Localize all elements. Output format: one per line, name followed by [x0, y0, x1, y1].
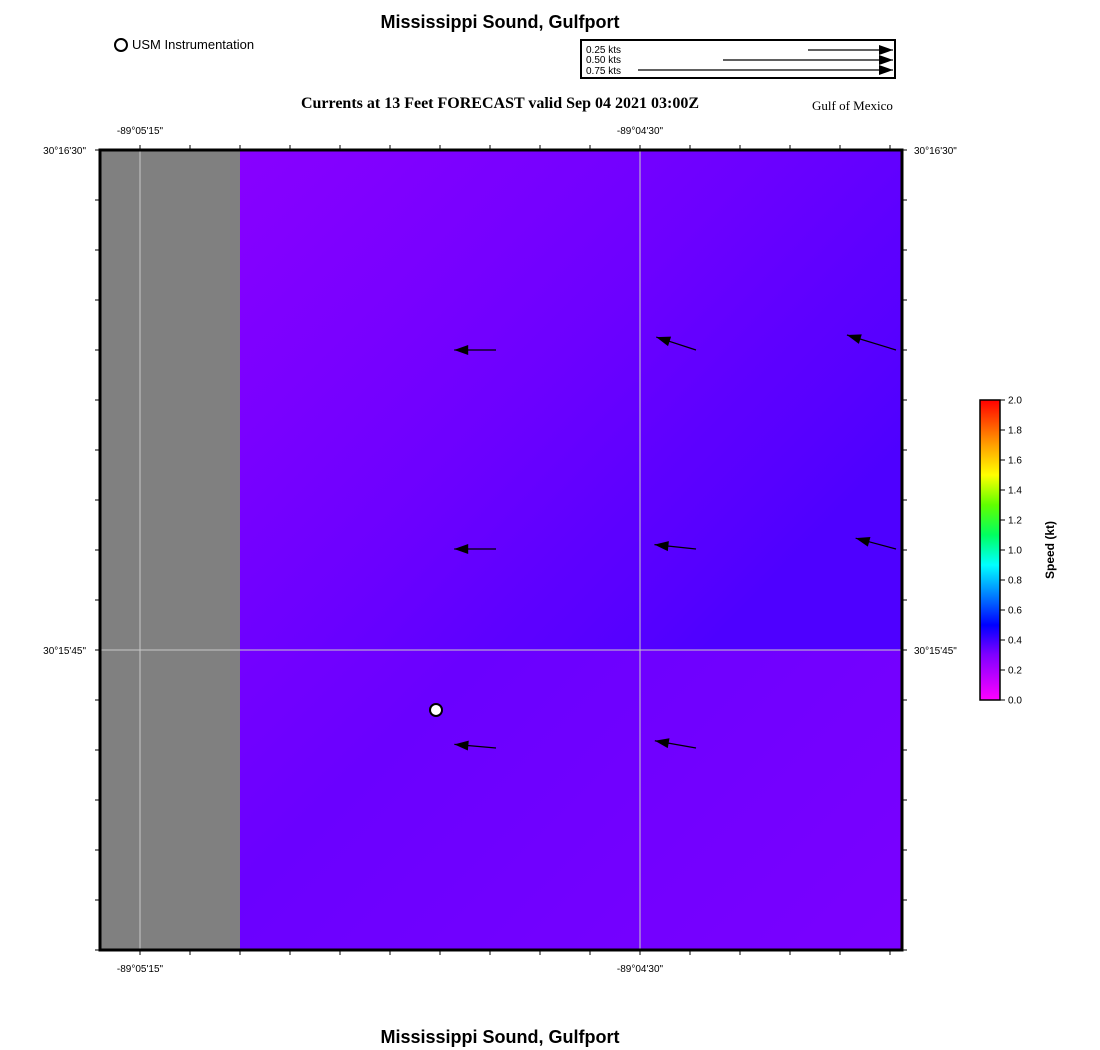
colorbar-tick-label: 0.6 — [1008, 606, 1022, 617]
current-vector-2 — [656, 336, 697, 351]
colorbar-tick-label: 1.2 — [1008, 516, 1022, 527]
colorbar-tick-label: 2.0 — [1008, 396, 1022, 407]
current-vector-8 — [654, 738, 697, 749]
instrument-legend: USM Instrumentation — [114, 37, 254, 52]
current-vector-1 — [454, 345, 496, 355]
land-area — [100, 150, 240, 950]
colorbar-tick-label: 0.2 — [1008, 666, 1022, 677]
lat-label-left-1: 30°16'30" — [43, 146, 86, 157]
colorbar-tick-label: 1.6 — [1008, 456, 1022, 467]
lon-label-top-1: -89°05'15" — [117, 126, 164, 137]
lon-label-bottom-2: -89°04'30" — [617, 964, 664, 975]
colorbar-tick-label: 0.8 — [1008, 576, 1022, 587]
colorbar-tick-label: 1.8 — [1008, 426, 1022, 437]
scale-arrow-2 — [723, 55, 893, 65]
current-vector-4 — [454, 544, 496, 554]
colorbar-tick-label: 1.0 — [1008, 546, 1022, 557]
colorbar-tick-label: 0.4 — [1008, 636, 1022, 647]
map-frame — [98, 148, 904, 952]
map-title: Mississippi Sound, Gulfport — [380, 12, 620, 32]
map-title-footer: Mississippi Sound, Gulfport — [380, 1027, 620, 1047]
colorbar-tick-label: 1.4 — [1008, 486, 1022, 497]
colorbar-title: Speed (kt) — [1043, 521, 1057, 579]
instrument-legend-label: USM Instrumentation — [132, 37, 255, 52]
region-label: Gulf of Mexico — [812, 98, 893, 113]
colorbar-ticks: 0.0 0.2 0.4 0.6 0.8 1.0 1.2 1.4 1.6 1.8 2.0 — [1000, 396, 1022, 707]
forecast-subtitle: Currents at 13 Feet FORECAST valid Sep 0… — [300, 95, 700, 112]
colorbar-tick-label: 0.0 — [1008, 696, 1022, 707]
scale-legend-box — [580, 39, 896, 79]
scale-arrow-1 — [808, 45, 893, 55]
colorbar-gradient — [979, 399, 1001, 701]
instrument-marker-icon — [114, 37, 128, 52]
speed-colorbar: 0.0 0.2 0.4 0.6 0.8 1.0 1.2 1.4 1.6 1.8 2.0 Speed … — [979, 396, 1057, 707]
lat-label-right-2: 30°15'45" — [914, 646, 957, 657]
usm-instrument-station[interactable] — [429, 703, 443, 717]
graticule — [100, 150, 902, 950]
current-map: -89°05'15" -89°04'30" -89°05'15" -89°04'… — [43, 126, 957, 975]
scale-label-075: 0.75 kts — [586, 66, 621, 77]
scale-arrows — [638, 45, 893, 75]
lon-label-top-2: -89°04'30" — [617, 126, 664, 137]
lat-label-left-2: 30°15'45" — [43, 646, 86, 657]
scale-label-025: 0.25 kts — [586, 45, 621, 56]
current-vector-6 — [855, 536, 897, 550]
lat-label-right-1: 30°16'30" — [914, 146, 957, 157]
current-vector-7 — [454, 740, 497, 751]
scale-arrow-3 — [638, 65, 893, 75]
current-vectors — [454, 334, 897, 751]
current-vector-5 — [654, 541, 697, 552]
lon-label-bottom-1: -89°05'15" — [117, 964, 164, 975]
scale-label-050: 0.50 kts — [586, 55, 621, 66]
current-vector-3 — [846, 334, 897, 351]
scale-legend: 0.25 kts 0.50 kts 0.75 kts — [580, 39, 896, 79]
